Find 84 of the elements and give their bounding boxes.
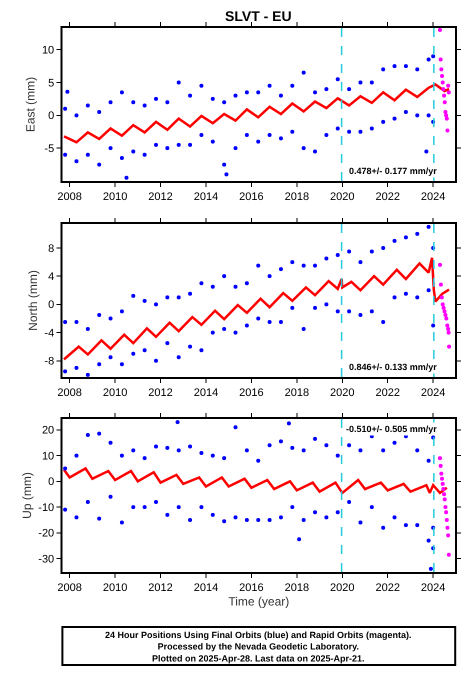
x-tick-label: 2012: [148, 387, 173, 400]
point: [444, 518, 449, 522]
point: [439, 67, 444, 72]
point: [440, 482, 445, 486]
point: [438, 464, 443, 468]
point: [438, 58, 443, 62]
text: 24 Hour Positions Using Final Orbits (blue) and Rapid Orbits (magenta).: [105, 630, 412, 640]
x-tick-label: 2020: [330, 582, 355, 594]
point: [446, 533, 450, 538]
x-tick-label: 2010: [102, 387, 128, 400]
line-series: [62, 83, 450, 144]
point: [445, 128, 450, 132]
x-tick-label: 2008: [57, 387, 82, 400]
x-tick-label: 2008: [57, 582, 82, 594]
y-tick-label: -30: [38, 553, 54, 566]
text: Plotted on 2025-Apr-28. Last data on 2025-Apr-21.: [152, 653, 365, 664]
y-tick-label: -8: [44, 356, 54, 368]
text: Processed by the Nevada Geodetic Laboratory.: [158, 642, 359, 652]
point: [438, 456, 442, 460]
annotation: 0.478+/- 0.177 mm/yr: [349, 166, 438, 176]
y-tick-label: 10: [42, 44, 54, 57]
point: [442, 497, 447, 502]
x-tick-label: 2014: [194, 582, 218, 594]
y-tick-label: 8: [48, 242, 54, 255]
x-tick-label: 2018: [284, 582, 310, 594]
point: [446, 552, 451, 557]
point: [442, 94, 446, 98]
point: [444, 116, 449, 121]
x-tick-label: 2022: [375, 582, 400, 594]
y-axis-title: Up (mm): [20, 472, 34, 519]
line-series: [62, 256, 450, 361]
point: [440, 476, 444, 481]
point: [438, 28, 442, 32]
point: [443, 110, 448, 114]
y-axis-title: North (mm): [26, 270, 40, 331]
point: [444, 113, 448, 118]
x-tick-label: 2008: [57, 191, 82, 204]
y-tick-label: 4: [48, 271, 54, 284]
point: [446, 90, 451, 94]
x-tick-label: 2016: [239, 191, 264, 204]
y-tick-label: 10: [42, 450, 54, 462]
point: [441, 87, 446, 92]
y-tick-label: -10: [38, 502, 54, 514]
x-axis-title: Time (year): [228, 594, 290, 609]
y-tick-label: 5: [48, 77, 54, 90]
x-tick-label: 2016: [239, 582, 264, 594]
y-tick-label: 0: [48, 110, 54, 122]
x-tick-label: 2020: [330, 387, 355, 400]
x-tick-label: 2018: [284, 387, 310, 400]
x-tick-label: 2024: [420, 191, 446, 204]
y-axis-title: East (mm): [24, 76, 38, 132]
y-tick-label: -20: [38, 528, 54, 540]
annotation: 0.846+/- 0.133 mm/yr: [349, 362, 438, 372]
point: [442, 492, 446, 496]
x-tick-label: 2020: [330, 191, 355, 204]
x-tick-label: 2010: [102, 582, 128, 594]
x-tick-label: 2014: [194, 191, 218, 204]
chart-title: SLVT - EU: [225, 8, 292, 24]
x-tick-label: 2012: [148, 191, 173, 204]
y-tick-label: 20: [42, 424, 54, 437]
x-tick-label: 2024: [420, 582, 446, 594]
point: [440, 74, 444, 78]
x-tick-label: 2012: [148, 582, 173, 594]
point: [445, 526, 450, 530]
annotation: -0.510+/- 0.505 mm/yr: [346, 424, 438, 434]
y-tick-label: 0: [48, 299, 54, 312]
point: [440, 80, 445, 84]
line-series: [62, 467, 448, 494]
x-tick-label: 2014: [194, 387, 218, 400]
point: [439, 472, 444, 476]
x-tick-label: 2016: [239, 387, 264, 400]
x-tick-label: 2018: [284, 191, 310, 204]
x-tick-label: 2024: [420, 387, 446, 400]
y-tick-label: -5: [44, 143, 54, 156]
x-tick-label: 2022: [375, 387, 400, 400]
point: [442, 100, 447, 104]
y-tick-label: -4: [44, 327, 54, 340]
point: [443, 505, 448, 510]
point: [441, 487, 446, 492]
point: [446, 84, 450, 88]
point: [444, 510, 448, 514]
y-tick-label: 0: [48, 476, 54, 488]
x-tick-label: 2022: [375, 191, 400, 204]
x-tick-label: 2010: [102, 191, 128, 204]
